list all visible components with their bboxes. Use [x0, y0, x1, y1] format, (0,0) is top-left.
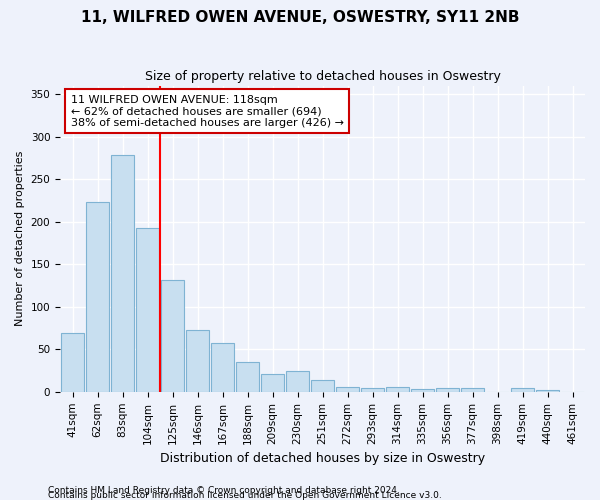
Bar: [211, 344, 234, 392]
Bar: [536, 390, 559, 392]
Text: Contains HM Land Registry data © Crown copyright and database right 2024.: Contains HM Land Registry data © Crown c…: [48, 486, 400, 495]
X-axis label: Distribution of detached houses by size in Oswestry: Distribution of detached houses by size …: [160, 452, 485, 465]
Bar: [86, 202, 109, 392]
Bar: [261, 374, 284, 392]
Text: 11, WILFRED OWEN AVENUE, OSWESTRY, SY11 2NB: 11, WILFRED OWEN AVENUE, OSWESTRY, SY11 …: [81, 10, 519, 25]
Bar: [361, 388, 384, 392]
Title: Size of property relative to detached houses in Oswestry: Size of property relative to detached ho…: [145, 70, 500, 83]
Y-axis label: Number of detached properties: Number of detached properties: [15, 151, 25, 326]
Bar: [461, 388, 484, 392]
Bar: [186, 330, 209, 392]
Bar: [436, 388, 459, 392]
Text: 11 WILFRED OWEN AVENUE: 118sqm
← 62% of detached houses are smaller (694)
38% of: 11 WILFRED OWEN AVENUE: 118sqm ← 62% of …: [71, 94, 344, 128]
Bar: [136, 228, 159, 392]
Text: Contains public sector information licensed under the Open Government Licence v3: Contains public sector information licen…: [48, 491, 442, 500]
Bar: [286, 370, 309, 392]
Bar: [511, 388, 534, 392]
Bar: [336, 386, 359, 392]
Bar: [111, 156, 134, 392]
Bar: [236, 362, 259, 392]
Bar: [61, 333, 84, 392]
Bar: [411, 390, 434, 392]
Bar: [386, 386, 409, 392]
Bar: [311, 380, 334, 392]
Bar: [161, 280, 184, 392]
